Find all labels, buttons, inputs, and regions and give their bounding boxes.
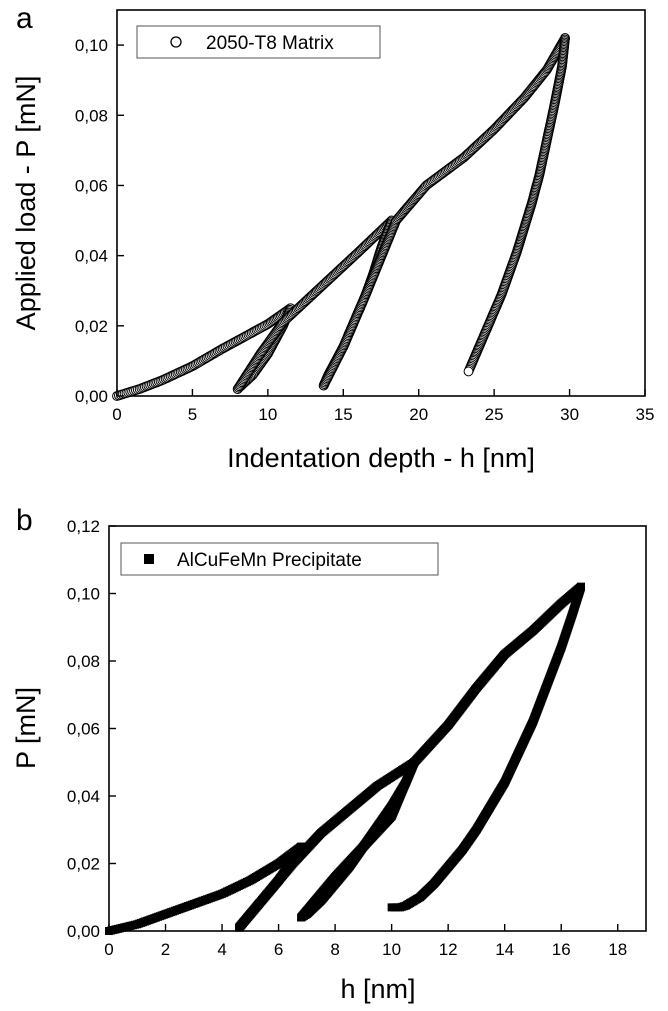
panel-a-legend-label: 2050-T8 Matrix xyxy=(206,33,334,54)
y-tick-label: 0,04 xyxy=(75,247,108,266)
panel-b-legend-box xyxy=(120,542,439,576)
panel-a-y-axis: 0,00 0,02 0,04 0,06 0,08 0,10 xyxy=(75,36,124,406)
panel-b-legend-label: AlCuFeMn Precipitate xyxy=(177,550,362,571)
x-tick-label: 6 xyxy=(274,940,283,959)
y-tick-label: 0,02 xyxy=(75,317,108,336)
data-point xyxy=(387,903,396,912)
panel-b-legend: AlCuFeMn Precipitate xyxy=(120,542,439,576)
x-tick-label: 0 xyxy=(104,940,113,959)
panel-b: b 0 2 4 6 8 10 12 14 16 18 0,000,020,040,060,080,… xyxy=(11,504,647,1004)
x-tick-label: 0 xyxy=(112,405,121,424)
panel-a: a 0 5 10 15 20 25 30 35 0,00 0,02 0,04 0,06 0,08 0,1… xyxy=(11,2,654,473)
panel-b-data-points xyxy=(105,582,585,935)
y-tick-label: 0,06 xyxy=(67,720,100,739)
panel-a-letter: a xyxy=(16,2,33,35)
panel-a-legend: 2050-T8 Matrix xyxy=(136,25,381,59)
x-tick-label: 4 xyxy=(217,940,226,959)
x-tick-label: 35 xyxy=(636,405,655,424)
panel-b-x-axis-title: h [nm] xyxy=(340,974,415,1004)
x-tick-label: 15 xyxy=(334,405,353,424)
panel-b-letter: b xyxy=(16,504,33,537)
y-tick-label: 0,12 xyxy=(67,517,100,536)
y-tick-label: 0,00 xyxy=(67,922,100,941)
x-tick-label: 18 xyxy=(608,940,627,959)
panel-a-data-points xyxy=(112,33,570,401)
x-tick-label: 10 xyxy=(382,940,401,959)
x-tick-label: 25 xyxy=(485,405,504,424)
x-tick-label: 10 xyxy=(258,405,277,424)
panel-b-y-axis: 0,00 0,02 0,04 0,06 0,08 0,10 0,12 xyxy=(67,517,116,941)
y-tick-label: 0,10 xyxy=(75,36,108,55)
panel-b-plot-frame xyxy=(108,525,647,932)
x-tick-label: 14 xyxy=(495,940,514,959)
x-tick-label: 16 xyxy=(552,940,571,959)
y-tick-label: 0,04 xyxy=(67,787,100,806)
x-tick-label: 5 xyxy=(188,405,197,424)
y-tick-label: 0,02 xyxy=(67,855,100,874)
panel-b-legend-marker xyxy=(144,554,154,564)
x-tick-label: 2 xyxy=(161,940,170,959)
panel-a-plot-frame xyxy=(116,9,646,397)
y-tick-label: 0,08 xyxy=(75,106,108,125)
data-point xyxy=(463,366,474,377)
x-tick-label: 20 xyxy=(409,405,428,424)
y-tick-label: 0,10 xyxy=(67,585,100,604)
panel-a-x-axis: 0 5 10 15 20 25 30 35 xyxy=(112,389,654,424)
x-tick-label: 30 xyxy=(560,405,579,424)
y-tick-label: 0,08 xyxy=(67,652,100,671)
y-tick-label: 0,06 xyxy=(75,176,108,195)
x-tick-label: 12 xyxy=(439,940,458,959)
panel-a-legend-box xyxy=(136,25,381,59)
panel-b-x-axis: 0 2 4 6 8 10 12 14 16 18 xyxy=(104,924,627,959)
panel-a-y-axis-title: Applied load - P [mN] xyxy=(11,76,41,331)
panel-a-legend-marker xyxy=(170,36,182,48)
panel-b-y-axis-title: P [mN] xyxy=(11,687,41,769)
y-tick-label: 0,00 xyxy=(75,387,108,406)
panel-a-x-axis-title: Indentation depth - h [nm] xyxy=(227,443,535,473)
x-tick-label: 8 xyxy=(330,940,339,959)
